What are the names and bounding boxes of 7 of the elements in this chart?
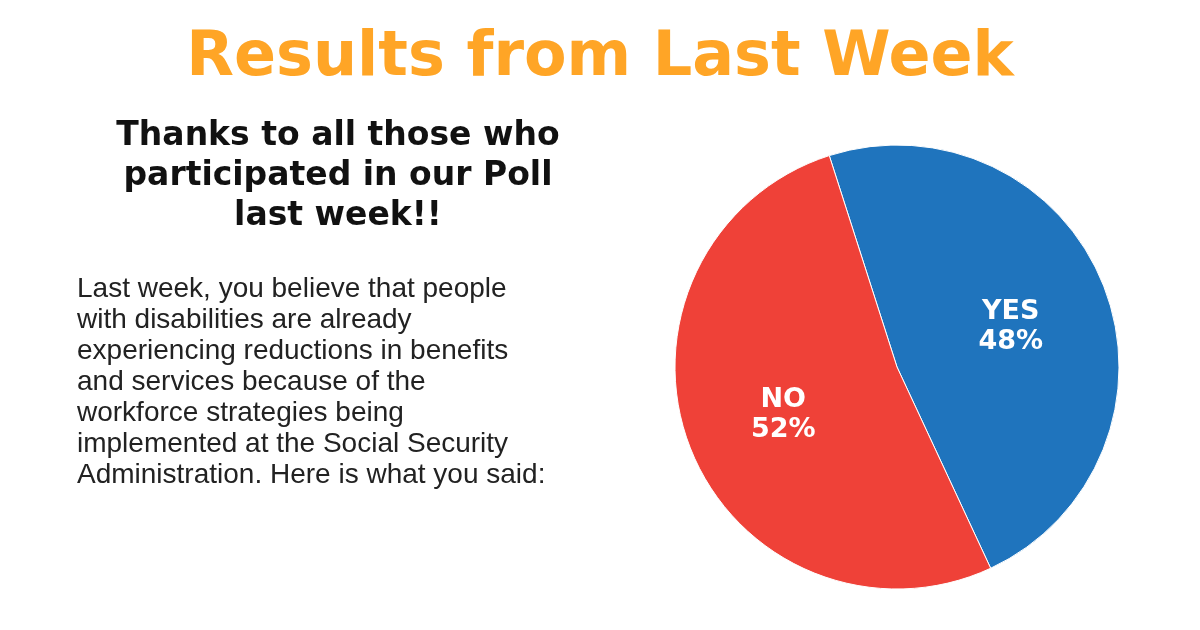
text: Last week, you believe that people with disabilities are already experiencing reductions in benefits and services because of the workforce strategies being implemented at the Social Security Administration. Here is what you said:: [76, 272, 546, 489]
data-label: 48%: [978, 323, 1044, 355]
slice-label: YES: [980, 293, 1040, 325]
data-label: 52%: [750, 412, 816, 444]
chart-title: Results from Last Week: [186, 17, 1016, 90]
text: Thanks to all those who participated in our Poll last week!!: [116, 114, 560, 233]
slice-label: NO: [760, 382, 807, 414]
